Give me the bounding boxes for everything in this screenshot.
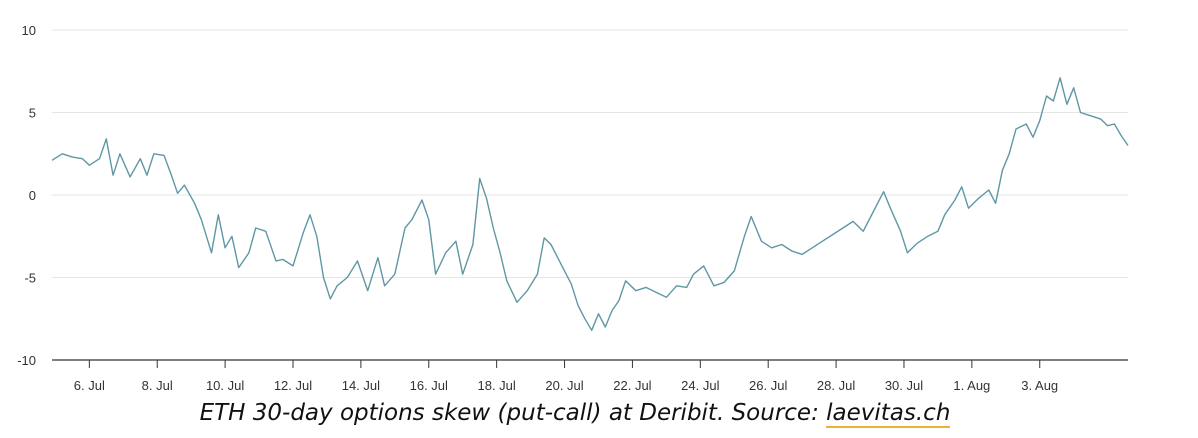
x-tick-label: 3. Aug xyxy=(1021,378,1058,393)
y-tick-label: -5 xyxy=(24,271,36,286)
y-tick-label: -10 xyxy=(17,353,36,368)
grid-layer xyxy=(52,29,1128,278)
x-tick-label: 6. Jul xyxy=(74,378,105,393)
x-tick-label: 14. Jul xyxy=(342,378,380,393)
x-tick-label: 10. Jul xyxy=(206,378,244,393)
x-tick-label: 30. Jul xyxy=(885,378,923,393)
x-tick-label: 22. Jul xyxy=(613,378,651,393)
y-axis-ticks: 10 5 0 -5 -10 xyxy=(17,23,36,368)
skew-line-chart: 10 5 0 -5 -10 6. Jul 8. Jul 10. Jul 12. Jul 14. … xyxy=(17,23,1129,393)
series-line xyxy=(51,77,1129,331)
x-tick-label: 26. Jul xyxy=(749,378,787,393)
x-tick-label: 28. Jul xyxy=(817,378,855,393)
x-tick-label: 18. Jul xyxy=(477,378,515,393)
x-tick-label: 24. Jul xyxy=(681,378,719,393)
x-tick-label: 1. Aug xyxy=(953,378,990,393)
x-tick-label: 20. Jul xyxy=(545,378,583,393)
x-axis: 6. Jul 8. Jul 10. Jul 12. Jul 14. Jul 16. Jul… xyxy=(52,359,1128,393)
x-tick-label: 12. Jul xyxy=(274,378,312,393)
caption-text: ETH 30-day options skew (put-call) at De… xyxy=(199,400,827,426)
x-tick-label: 16. Jul xyxy=(410,378,448,393)
y-tick-label: 5 xyxy=(29,106,36,121)
series-layer xyxy=(51,77,1129,331)
source-link[interactable]: laevitas.ch xyxy=(826,400,951,428)
chart-caption: ETH 30-day options skew (put-call) at De… xyxy=(0,400,1150,428)
y-tick-label: 10 xyxy=(22,23,36,38)
y-tick-label: 0 xyxy=(29,188,36,203)
x-tick-label: 8. Jul xyxy=(142,378,173,393)
